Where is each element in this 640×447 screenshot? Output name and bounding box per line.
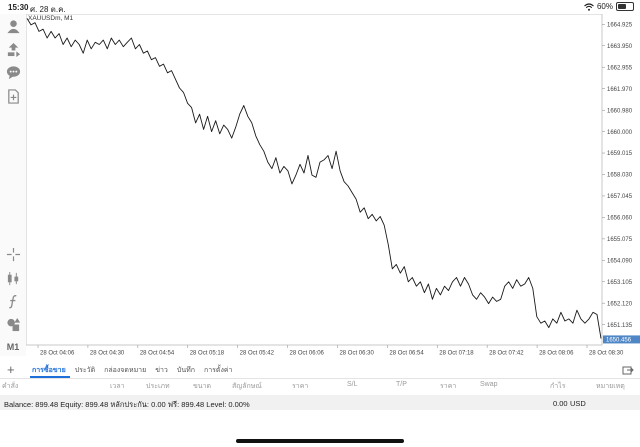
column-header[interactable]: S/L	[347, 381, 358, 388]
price-tick-label: 1662.955	[607, 65, 633, 71]
column-header[interactable]: ราคา	[292, 383, 309, 390]
column-header[interactable]: ราคา	[440, 383, 457, 390]
price-tick-label: 1659.015	[607, 151, 633, 157]
status-indicators: 60%	[584, 2, 634, 11]
status-bar: 15:30 ศ. 28 ต.ค. 60%	[0, 0, 640, 14]
price-tick-label: 1651.135	[607, 323, 633, 329]
chart-symbol-label: XAUUSDm, M1	[28, 15, 74, 22]
trade-table-header: คำสั่ง เวลา ประเภท ขนาด สัญลักษณ์ ราคา S/L T/P ร…	[0, 380, 640, 391]
column-header[interactable]: หมายเหตุ	[596, 383, 625, 390]
tab-0[interactable]: การซื้อขาย	[32, 367, 66, 374]
price-chart[interactable]: 1664.925 1663.950 1662.955 1661.970 1660.980…	[26, 14, 640, 358]
status-date: ศ. 28 ต.ค.	[30, 5, 66, 14]
chat-bubble-icon	[6, 65, 20, 79]
user-icon	[6, 19, 20, 33]
tab-1[interactable]: ประวัติ	[74, 367, 96, 374]
indicators-button[interactable]	[3, 268, 23, 288]
account-button[interactable]	[3, 16, 23, 36]
price-tick-label: 1663.950	[607, 44, 633, 50]
export-icon[interactable]	[622, 363, 634, 375]
function-button[interactable]	[3, 291, 23, 311]
tab-4[interactable]: บันทึก	[176, 367, 195, 374]
time-tick-label: 28 Oct 08:06	[539, 351, 574, 357]
function-icon	[8, 294, 17, 308]
battery-fill	[618, 4, 627, 9]
price-tick-label: 1661.970	[607, 87, 633, 93]
crosshair-icon	[6, 247, 20, 261]
time-tick-label: 28 Oct 08:30	[589, 351, 624, 357]
chart-canvas[interactable]: 1664.925 1663.950 1662.955 1661.970 1660.980…	[26, 14, 640, 358]
time-tick-label: 28 Oct 05:42	[240, 351, 275, 357]
time-tick-label: 28 Oct 06:54	[389, 351, 424, 357]
price-tick-label: 1654.090	[607, 258, 633, 264]
timeframe-button[interactable]: M1	[6, 342, 20, 352]
time-tick-label: 28 Oct 04:54	[140, 351, 175, 357]
price-tick-label: 1657.045	[607, 194, 633, 200]
price-series-line	[26, 18, 602, 339]
candlestick-icon	[7, 271, 18, 285]
price-tick-label: 1660.980	[607, 108, 633, 114]
shapes-icon	[6, 317, 20, 331]
time-tick-label: 28 Oct 04:30	[90, 351, 125, 357]
balance-row: Balance: 899.48 Equity: 899.48 หลักประกั…	[0, 395, 640, 410]
time-tick-label: 28 Oct 05:18	[190, 351, 225, 357]
status-time: 15:30	[8, 3, 29, 12]
price-tick-label: 1655.075	[607, 237, 633, 243]
crosshair-button[interactable]	[3, 244, 23, 264]
left-toolbar: M1	[0, 14, 26, 356]
wifi-icon	[584, 2, 594, 11]
price-tick-label: 1652.120	[607, 301, 633, 307]
price-axis: 1664.925 1663.950 1662.955 1661.970 1660.980…	[602, 23, 633, 329]
time-tick-label: 28 Oct 04:06	[40, 351, 75, 357]
current-price-box	[603, 335, 640, 344]
objects-button[interactable]	[3, 314, 23, 334]
tab-3[interactable]: ข่าว	[155, 367, 168, 374]
chart-frame	[26, 14, 603, 346]
time-tick-label: 28 Oct 06:30	[339, 351, 374, 357]
bottom-tab-bar: + การซื้อขาย ประวัติ กล่องจดหมาย ข่าว บันทึก…	[0, 361, 640, 379]
column-header[interactable]: เวลา	[110, 383, 125, 390]
tab-2[interactable]: กล่องจดหมาย	[104, 367, 147, 374]
chat-button[interactable]	[3, 62, 23, 82]
new-document-button[interactable]	[3, 86, 23, 106]
column-header[interactable]: สัญลักษณ์	[232, 383, 262, 390]
tabs: การซื้อขาย ประวัติ กล่องจดหมาย ข่าว บันทึก กา…	[32, 365, 232, 376]
currency-label: USD	[570, 399, 586, 408]
time-tick-label: 28 Oct 06:06	[290, 351, 325, 357]
column-header[interactable]: กำไร	[550, 383, 566, 390]
price-tick-label: 1660.000	[607, 130, 633, 136]
price-tick-label: 1658.030	[607, 173, 633, 179]
active-tab-indicator	[30, 376, 70, 378]
price-tick-label: 1664.925	[607, 23, 633, 29]
balance-summary: Balance: 899.48 Equity: 899.48 หลักประกั…	[4, 400, 250, 409]
column-header[interactable]: ขนาด	[193, 383, 212, 390]
time-tick-label: 28 Oct 07:42	[489, 351, 524, 357]
home-indicator[interactable]	[236, 439, 404, 443]
battery-icon	[616, 2, 634, 11]
battery-percent: 60%	[596, 2, 613, 11]
time-axis: 28 Oct 04:06 28 Oct 04:30 28 Oct 04:54 28 O…	[37, 345, 624, 357]
current-price-tag: 1650.456	[603, 335, 640, 344]
time-tick-label: 28 Oct 07:18	[439, 351, 474, 357]
price-tick-label: 1656.060	[607, 216, 633, 222]
tab-5[interactable]: การตั้งค่า	[203, 367, 233, 374]
trade-button[interactable]	[3, 39, 23, 59]
price-tick-label: 1653.105	[607, 280, 633, 286]
document-plus-icon	[7, 88, 19, 104]
trade-arrows-icon	[7, 42, 20, 57]
add-icon[interactable]: +	[7, 362, 15, 377]
current-price-label: 1650.456	[606, 338, 632, 344]
profit-value: 0.00	[553, 399, 568, 408]
column-header[interactable]: ประเภท	[146, 383, 170, 390]
column-header[interactable]: คำสั่ง	[2, 383, 19, 390]
column-header[interactable]: T/P	[396, 381, 407, 388]
column-header[interactable]: Swap	[480, 381, 498, 388]
